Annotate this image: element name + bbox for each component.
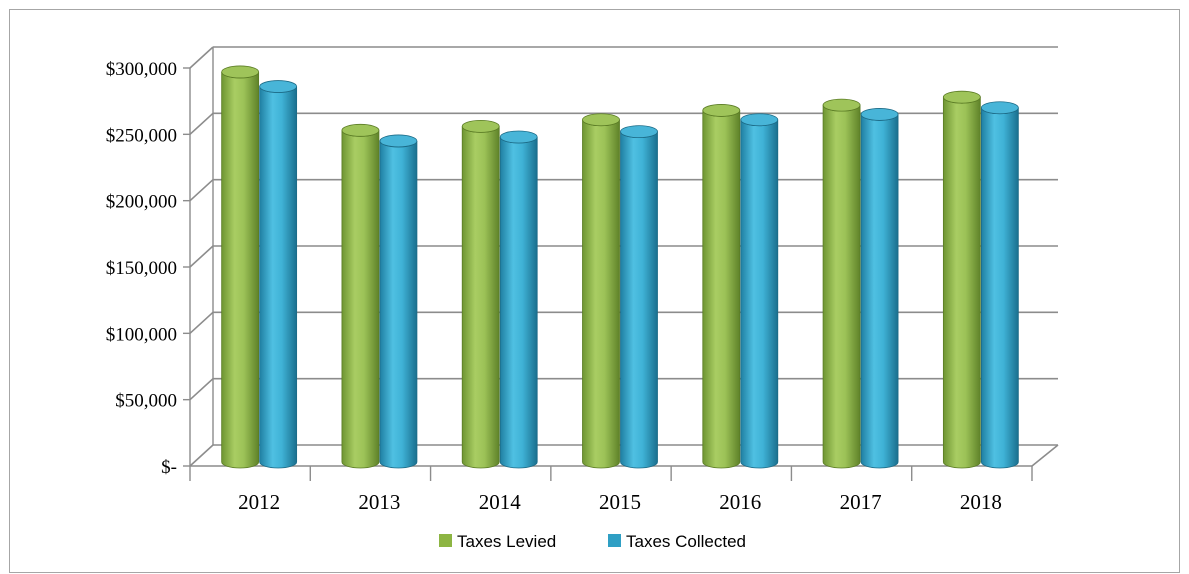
- y-tick-label: $50,000: [115, 391, 177, 412]
- bar-taxes-levied-2015: [582, 119, 620, 469]
- bar-top-taxes-collected-2018: [980, 101, 1019, 115]
- bar-taxes-levied-2017: [822, 105, 861, 469]
- x-tick-label: 2017: [840, 490, 882, 514]
- gridline-connector: [189, 444, 214, 467]
- bar-taxes-collected-2018: [980, 107, 1019, 469]
- bars-layer: [221, 65, 1019, 469]
- bar-taxes-collected-2017: [860, 114, 899, 469]
- bar-taxes-collected-2014: [499, 136, 538, 469]
- bar-top-taxes-levied-2018: [942, 90, 981, 104]
- x-tick-labels: 2012 2013 2014 2015 2016 2017 2018: [238, 490, 1002, 514]
- bar-taxes-levied-2014: [461, 126, 500, 469]
- x-tick-label: 2015: [599, 490, 641, 514]
- legend-swatch-taxes-levied: [439, 534, 452, 547]
- bar-top-taxes-levied-2017: [822, 98, 861, 112]
- bar-top-taxes-collected-2013: [379, 134, 418, 148]
- bar-top-taxes-collected-2017: [860, 108, 899, 121]
- gridline-connector: [189, 311, 214, 334]
- bar-taxes-collected-2012: [259, 86, 298, 469]
- bar-top-taxes-levied-2013: [341, 123, 380, 137]
- legend: Taxes Levied Taxes Collected: [439, 532, 746, 551]
- x-tick-label: 2014: [479, 490, 522, 514]
- bar-taxes-levied-2012: [221, 71, 260, 469]
- bar-taxes-levied-2016: [702, 110, 741, 469]
- x-tick-label: 2018: [960, 490, 1002, 514]
- bar-top-taxes-levied-2014: [461, 119, 500, 133]
- bar-top-taxes-levied-2012: [221, 65, 260, 79]
- legend-label-taxes-levied: Taxes Levied: [457, 532, 556, 551]
- x-tick-label: 2012: [238, 490, 280, 514]
- y-tick-label: $300,000: [106, 59, 177, 80]
- x-tick-label: 2016: [719, 490, 761, 514]
- gridline-connector: [189, 179, 214, 202]
- bar-top-taxes-levied-2015: [582, 113, 620, 127]
- legend-swatch-taxes-collected: [608, 534, 621, 547]
- bar-top-taxes-collected-2014: [499, 130, 538, 144]
- bar-top-taxes-levied-2016: [702, 104, 741, 117]
- legend-label-taxes-collected: Taxes Collected: [626, 532, 746, 551]
- gridline-connector: [189, 46, 214, 69]
- bar-taxes-levied-2013: [341, 130, 380, 469]
- floor-edge: [1031, 444, 1059, 467]
- bar-taxes-levied-2018: [942, 97, 981, 469]
- bar-top-taxes-collected-2012: [259, 80, 298, 93]
- gridline-connector: [189, 378, 214, 401]
- y-tick-label: $100,000: [106, 324, 177, 345]
- bar-taxes-collected-2016: [740, 119, 779, 469]
- y-tick-label: $250,000: [106, 125, 177, 146]
- bar-top-taxes-collected-2015: [620, 125, 658, 139]
- gridline-connector: [189, 245, 214, 268]
- y-tick-label: $-: [161, 457, 177, 478]
- bar-taxes-collected-2015: [620, 131, 658, 469]
- bar-taxes-collected-2013: [379, 140, 418, 469]
- y-tick-label: $150,000: [106, 258, 177, 279]
- bar-top-taxes-collected-2016: [740, 113, 779, 127]
- gridline-connector: [189, 112, 214, 135]
- y-tick-label: $200,000: [106, 192, 177, 213]
- x-tick-label: 2013: [358, 490, 400, 514]
